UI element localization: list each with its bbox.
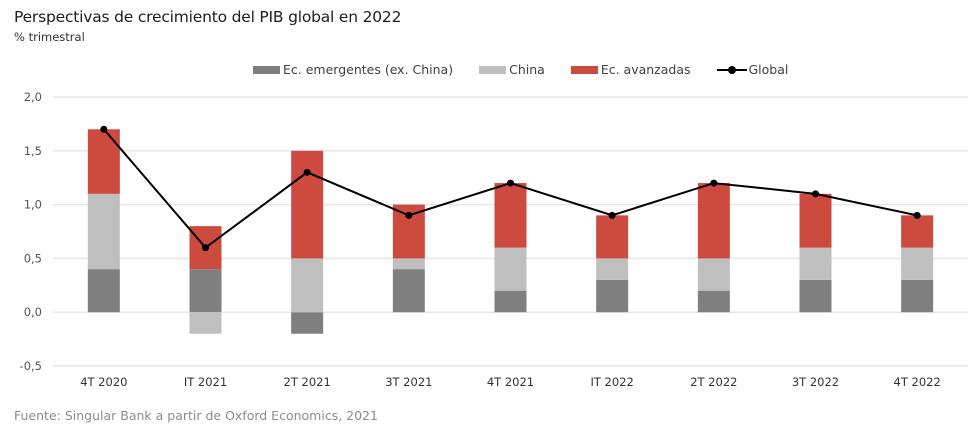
bar-ec-avanzadas bbox=[291, 150, 324, 259]
bar-ec-emergentes-ex-china bbox=[189, 269, 222, 313]
x-tick-label: 3T 2021 bbox=[385, 375, 432, 389]
bar-china bbox=[596, 258, 629, 280]
bar-ec-avanzadas bbox=[901, 215, 934, 248]
bars bbox=[87, 129, 934, 334]
y-tick-label: 1,0 bbox=[24, 198, 42, 212]
legend-item-global: Global bbox=[716, 62, 789, 77]
bar-ec-emergentes-ex-china bbox=[392, 269, 425, 313]
y-tick-label: 0,5 bbox=[24, 251, 42, 265]
y-tick-label: 1,5 bbox=[24, 144, 42, 158]
legend-label-global: Global bbox=[748, 62, 789, 77]
x-tick-label: 4T 2021 bbox=[487, 375, 534, 389]
bar-ec-avanzadas bbox=[494, 183, 527, 248]
bar-china bbox=[189, 312, 222, 334]
legend-label-avanzadas: Ec. avanzadas bbox=[600, 62, 691, 77]
x-tick-label: 2T 2021 bbox=[284, 375, 331, 389]
bar-china bbox=[87, 193, 120, 270]
global-point bbox=[100, 125, 108, 133]
legend-item-emergentes: Ec. emergentes (ex. China) bbox=[253, 62, 453, 77]
bar-china bbox=[901, 247, 934, 280]
bar-ec-emergentes-ex-china bbox=[799, 279, 832, 313]
legend-label-china: China bbox=[509, 62, 545, 77]
legend-item-avanzadas: Ec. avanzadas bbox=[570, 62, 691, 77]
global-point bbox=[202, 244, 209, 252]
chart-title: Perspectivas de crecimiento del PIB glob… bbox=[14, 8, 402, 26]
global-line bbox=[100, 125, 921, 252]
x-axis-ticks: 4T 2020 IT 2021 2T 2021 3T 2021 4T 2021 IT 20… bbox=[80, 375, 941, 389]
chart-subtitle: % trimestral bbox=[14, 30, 85, 44]
bar-ec-emergentes-ex-china bbox=[901, 279, 934, 313]
global-point bbox=[405, 211, 413, 219]
global-point bbox=[913, 211, 921, 219]
bar-ec-emergentes-ex-china bbox=[291, 312, 324, 334]
bar-china bbox=[494, 247, 527, 291]
x-tick-label: 4T 2022 bbox=[894, 375, 941, 389]
bar-china bbox=[392, 258, 425, 270]
bar-ec-avanzadas bbox=[697, 183, 730, 259]
legend-line-marker-global bbox=[716, 65, 747, 74]
bar-ec-emergentes-ex-china bbox=[87, 269, 120, 313]
source-note: Fuente: Singular Bank a partir de Oxford… bbox=[14, 408, 378, 423]
legend-swatch-avanzadas bbox=[570, 65, 598, 74]
x-tick-label: 4T 2020 bbox=[80, 375, 127, 389]
legend-label-emergentes: Ec. emergentes (ex. China) bbox=[283, 62, 454, 77]
legend-swatch-china bbox=[479, 65, 507, 74]
bar-ec-avanzadas bbox=[799, 193, 832, 248]
x-tick-label: 3T 2022 bbox=[792, 375, 839, 389]
legend: Ec. emergentes (ex. China) China Ec. ava… bbox=[253, 62, 788, 77]
global-point bbox=[608, 211, 616, 219]
x-tick-label: 2T 2022 bbox=[690, 375, 737, 389]
global-point bbox=[710, 179, 718, 187]
y-tick-label: -0,5 bbox=[20, 359, 42, 373]
bar-ec-emergentes-ex-china bbox=[596, 279, 629, 313]
y-axis-ticks: 2,0 1,5 1,0 0,5 0,0 -0,5 bbox=[20, 90, 42, 373]
global-point bbox=[812, 190, 819, 198]
bar-china bbox=[697, 258, 730, 291]
bar-ec-emergentes-ex-china bbox=[697, 290, 730, 313]
legend-swatch-emergentes bbox=[253, 65, 280, 74]
bar-ec-emergentes-ex-china bbox=[494, 290, 527, 313]
bar-china bbox=[291, 258, 324, 313]
bar-ec-avanzadas bbox=[596, 215, 629, 259]
global-point bbox=[303, 168, 311, 176]
x-tick-label: IT 2022 bbox=[590, 375, 633, 389]
y-tick-label: 0,0 bbox=[24, 305, 42, 319]
legend-item-china: China bbox=[479, 62, 545, 77]
y-tick-label: 2,0 bbox=[24, 90, 42, 104]
bar-ec-avanzadas bbox=[87, 129, 120, 194]
x-tick-label: IT 2021 bbox=[184, 375, 227, 389]
bar-china bbox=[799, 247, 832, 280]
global-point bbox=[507, 179, 514, 187]
